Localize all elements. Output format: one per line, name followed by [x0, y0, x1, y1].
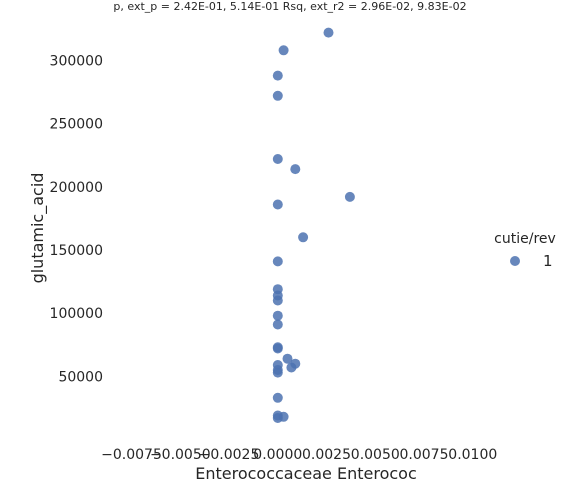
y-axis-label: glutamic_acid: [28, 173, 48, 284]
chart-title: p, ext_p = 2.42E-01, 5.14E-01 Rsq, ext_r…: [113, 0, 466, 13]
x-axis-label: Enterococcaceae Enterococ: [195, 464, 417, 483]
data-point: [273, 91, 283, 101]
data-point: [273, 256, 283, 266]
data-point: [273, 296, 283, 306]
x-tick-label: 0.0050: [351, 447, 400, 463]
y-tick-label: 150000: [50, 243, 103, 259]
data-point: [273, 320, 283, 330]
y-tick-label: 200000: [50, 180, 103, 196]
data-points: [273, 28, 355, 423]
data-point: [273, 344, 283, 354]
data-point: [273, 71, 283, 81]
data-point: [345, 192, 355, 202]
y-tick-label: 250000: [50, 117, 103, 133]
y-tick-label: 300000: [50, 53, 103, 69]
legend: cutie/rev 1: [494, 231, 556, 270]
data-point: [290, 164, 300, 174]
data-point: [273, 311, 283, 321]
data-point: [273, 368, 283, 378]
x-tick-label: 0.0025: [302, 447, 351, 463]
x-tick-label: 0.0000: [253, 447, 302, 463]
legend-label: 1: [543, 252, 553, 270]
legend-title: cutie/rev: [494, 231, 556, 247]
y-tick-label: 100000: [50, 306, 103, 322]
data-point: [273, 154, 283, 164]
data-point: [273, 200, 283, 210]
data-point: [286, 363, 296, 373]
data-point: [324, 28, 334, 38]
data-point: [273, 413, 283, 423]
y-axis-ticks: 50000 100000 150000 200000 250000 300000: [50, 53, 103, 385]
data-point: [298, 232, 308, 242]
legend-marker: [510, 256, 520, 266]
y-tick-label: 50000: [58, 369, 103, 385]
x-tick-label: 0.0100: [448, 447, 497, 463]
x-tick-label: 0.0075: [400, 447, 449, 463]
x-tick-label: −0.0025: [199, 447, 260, 463]
data-point: [279, 45, 289, 55]
data-point: [273, 393, 283, 403]
